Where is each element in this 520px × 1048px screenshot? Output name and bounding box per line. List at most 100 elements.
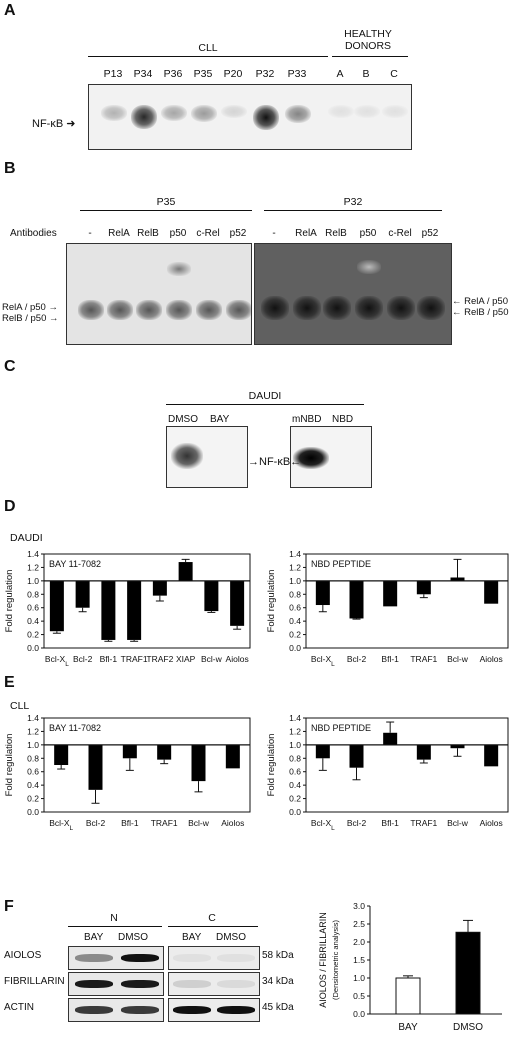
bar-aiolos: [484, 744, 499, 767]
f-row-size-0: 58 kDa: [262, 950, 294, 961]
bar-aiolos: [225, 744, 240, 769]
panel-a-lane-p35: P35: [193, 68, 213, 80]
f-band-n-2-0: [75, 1006, 113, 1014]
f-blot-c-0: [168, 946, 260, 970]
category-label: Bcl-2: [347, 654, 367, 664]
y-tick-label: 2.0: [353, 937, 365, 947]
category-label: TRAF1: [410, 654, 437, 664]
y-tick-label: 1.2: [289, 562, 301, 572]
y-tick-label: 0.8: [289, 589, 301, 599]
category-label: Bfl-1: [381, 818, 399, 828]
panel-b-lane-left-0: -: [88, 228, 92, 239]
panel-b-right-band-3: [355, 296, 383, 320]
y-tick-label: 0.8: [27, 589, 39, 599]
group-n-label: N: [110, 912, 118, 924]
f-band-n-2-1: [121, 1006, 159, 1014]
y-tick-label: 1.0: [27, 740, 39, 750]
y-tick-label: 0.0: [27, 643, 39, 653]
y-tick-label: 1.4: [289, 549, 301, 559]
y-tick-label: 0.6: [27, 603, 39, 613]
y-axis-label: Fold regulation: [4, 734, 15, 797]
p32-group-label: P32: [343, 196, 363, 208]
nfkb-text: NF-κB: [32, 118, 64, 130]
rela-p50-right-label: RelA / p50: [464, 296, 508, 307]
panel-b-lane-left-2: RelB: [137, 228, 159, 239]
category-label: Bcl-XL: [311, 818, 335, 832]
bar-bcl-2: [349, 744, 364, 768]
antibodies-label: Antibodies: [10, 228, 57, 239]
panel-b-right-band-0: [261, 296, 289, 320]
category-label: DMSO: [453, 1022, 483, 1033]
bar-bfl-1: [383, 580, 398, 607]
panel-a-band-p13: [101, 105, 127, 121]
left-arrow-icon: ←: [452, 296, 462, 307]
panel-b-lane-left-4: c-Rel: [196, 228, 220, 239]
panel-d-label: D: [4, 498, 16, 515]
mnbd-band: [293, 447, 329, 469]
bar-bcl-xl: [315, 744, 330, 759]
healthy-label: HEALTHY: [344, 28, 392, 40]
panel-b-left-supershift: [167, 262, 191, 276]
y-tick-label: 1.0: [27, 576, 39, 586]
f-blot-c-1: [168, 972, 260, 996]
y-tick-label: 1.0: [289, 740, 301, 750]
category-label: Bcl-w: [201, 654, 223, 664]
panel-b-left-band-labels: RelA / p50 → RelB / p50 →: [2, 302, 59, 324]
panel-b-right-band-labels: ← RelA / p50 ← RelB / p50: [452, 296, 509, 318]
panel-b-lane-left-5: p52: [229, 228, 247, 239]
bar-traf1: [416, 744, 431, 760]
category-label: Aiolos: [226, 654, 249, 664]
f-lane-dmso-n: DMSO: [118, 932, 148, 943]
category-label: TRAF1: [151, 818, 178, 828]
bar-bay: [395, 977, 421, 1015]
panel-a-band-a: [328, 105, 354, 118]
y-tick-label: 0.8: [27, 753, 39, 763]
category-label: Bfl-1: [121, 818, 139, 828]
panel-c-gel-left: [166, 426, 248, 488]
f-band-c-1-0: [173, 980, 211, 988]
relb-p50-right-label: RelB / p50: [464, 307, 509, 318]
bar-bcl-w: [191, 744, 206, 782]
panel-b-lane-right-4: c-Rel: [388, 228, 412, 239]
panel-b-left-band-2: [136, 300, 162, 320]
panel-c-gel-right: [290, 426, 372, 488]
f-blot-n-2: [68, 998, 164, 1022]
panel-b-left-band-1: [107, 300, 133, 320]
panel-b-left-band-5: [226, 300, 251, 320]
bar-bfl-1: [383, 732, 398, 745]
donors-label: DONORS: [344, 40, 392, 52]
right-arrow-icon: ➜: [66, 118, 76, 130]
panel-a-lane-p33: P33: [287, 68, 307, 80]
category-label: TRAF1: [121, 654, 148, 664]
daudi-title-rule: [166, 404, 364, 405]
chart-f: 0.0 0.5 1.0 1.5 2.0 2.5 3.0 AIOLOS / FIBRILLARI…: [318, 901, 502, 1033]
y-tick-label: 1.4: [27, 713, 39, 723]
panel-a-band-p34: [131, 105, 157, 129]
y-tick-label: 0.6: [289, 603, 301, 613]
bar-traf1: [157, 744, 172, 760]
panel-b-lane-left-3: p50: [169, 228, 187, 239]
bar-traf1: [416, 580, 431, 595]
category-label: XIAP: [176, 654, 196, 664]
bar-bcl-2: [88, 744, 103, 790]
double-arrow-icon: →: [248, 456, 259, 468]
category-label: BAY: [398, 1022, 418, 1033]
panel-a-lane-p32: P32: [255, 68, 275, 80]
y-tick-label: 1.4: [289, 713, 301, 723]
y-tick-label: 1.5: [353, 955, 365, 965]
right-arrow-icon: →: [48, 302, 58, 313]
panel-b-left-band-0: [78, 300, 104, 320]
f-row-label-2: ACTIN: [4, 1002, 34, 1013]
f-lane-dmso-c: DMSO: [216, 932, 246, 943]
panel-a-lane-p36: P36: [163, 68, 183, 80]
chart-title: NBD PEPTIDE: [311, 559, 371, 569]
y-tick-label: 1.2: [289, 726, 301, 736]
plot-frame: [305, 717, 509, 813]
panel-a-band-p32: [253, 105, 279, 131]
cll-group-rule: [88, 56, 328, 57]
y-tick-label: 0.2: [289, 794, 301, 804]
y-tick-label: 1.0: [289, 576, 301, 586]
panel-b-gel-p35: [66, 243, 252, 345]
y-axis-label: AIOLOS / FIBRILLARIN: [318, 912, 328, 1008]
bar-bcl-w: [450, 744, 465, 749]
